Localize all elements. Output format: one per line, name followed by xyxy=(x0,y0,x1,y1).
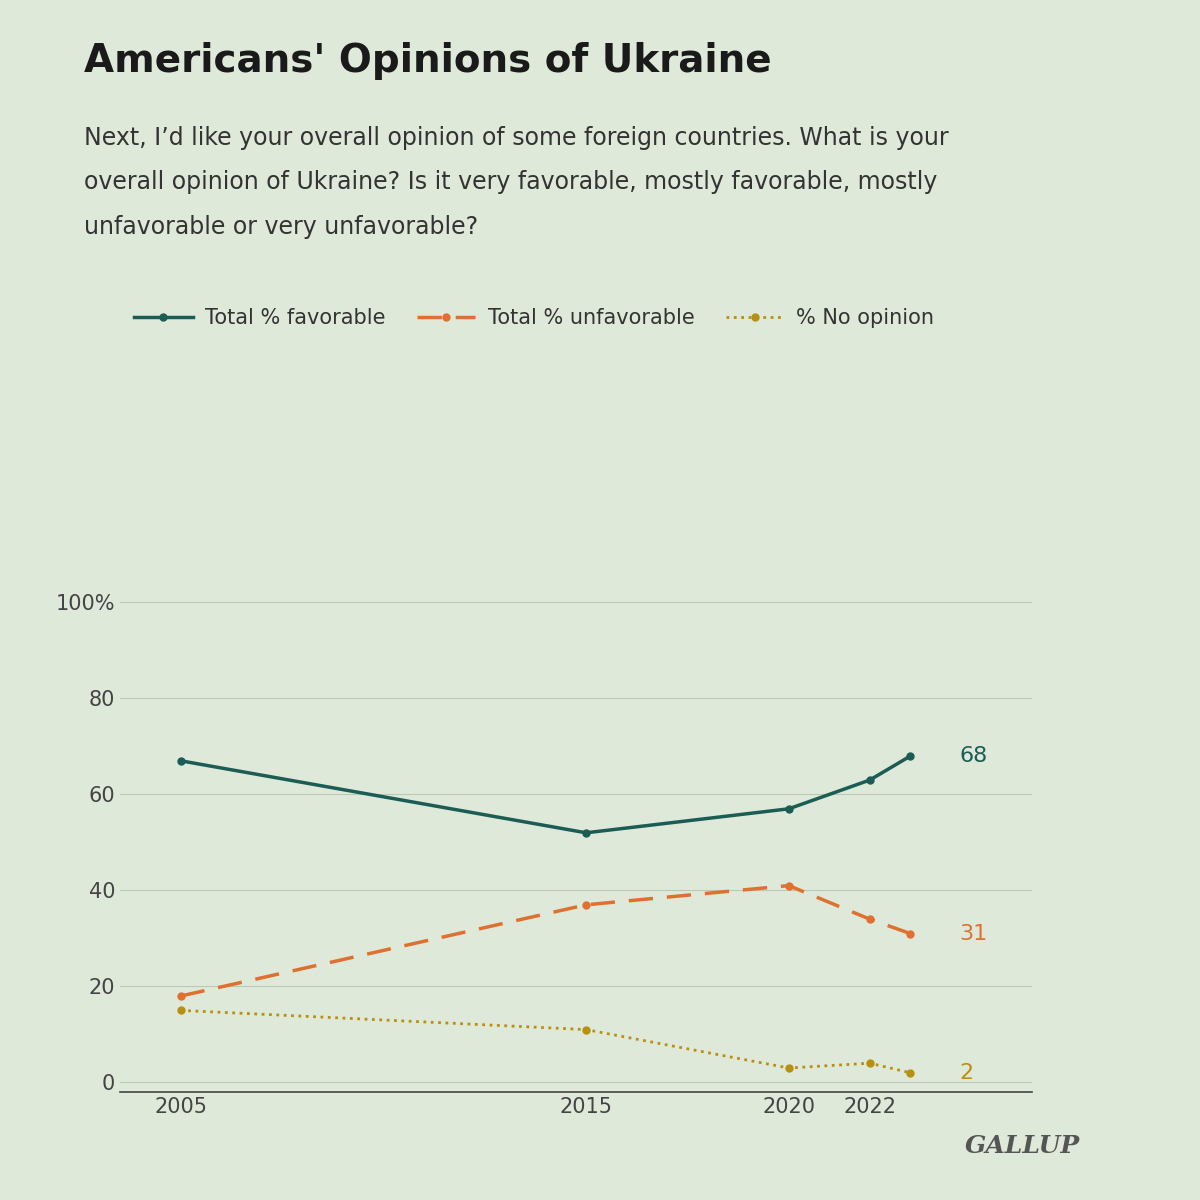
Text: GALLUP: GALLUP xyxy=(965,1134,1080,1158)
Text: unfavorable or very unfavorable?: unfavorable or very unfavorable? xyxy=(84,215,478,239)
Text: Americans' Opinions of Ukraine: Americans' Opinions of Ukraine xyxy=(84,42,772,80)
Text: 31: 31 xyxy=(959,924,988,943)
Text: 2: 2 xyxy=(959,1063,973,1082)
Legend: Total % favorable, Total % unfavorable, % No opinion: Total % favorable, Total % unfavorable, … xyxy=(126,300,943,336)
Text: 68: 68 xyxy=(959,746,988,766)
Text: overall opinion of Ukraine? Is it very favorable, mostly favorable, mostly: overall opinion of Ukraine? Is it very f… xyxy=(84,170,937,194)
Text: Next, I’d like your overall opinion of some foreign countries. What is your: Next, I’d like your overall opinion of s… xyxy=(84,126,949,150)
